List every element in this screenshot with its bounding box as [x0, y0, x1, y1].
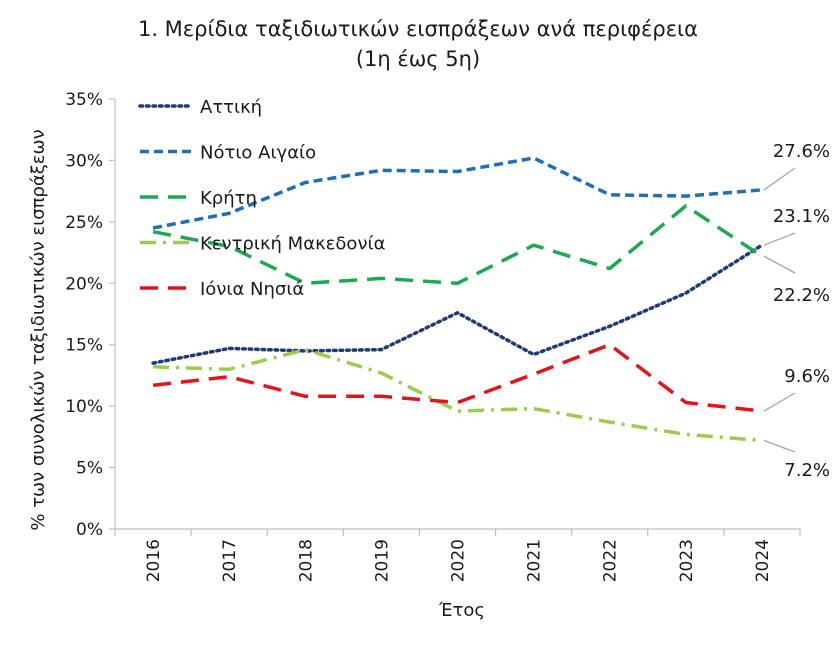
data-label: 7.2% — [784, 460, 830, 481]
series-line — [151, 243, 764, 365]
chart-title-line2: (1η έως 5η) — [356, 47, 480, 71]
callout-leader — [763, 439, 796, 453]
legend-label: Κεντρική Μακεδονία — [200, 234, 385, 255]
data-label: 9.6% — [784, 366, 830, 387]
y-tick-label: 5% — [76, 459, 103, 479]
legend: Αττική Νότιο Αιγαίο Κρήτη Κεντρική Μακεδονί… — [138, 97, 385, 300]
x-tick-label: 2018 — [296, 539, 316, 582]
legend-label: Κρήτη — [200, 188, 257, 209]
x-axis-label: Έτος — [438, 600, 485, 621]
series-lines — [151, 156, 764, 443]
x-tick-label: 2022 — [601, 539, 621, 582]
data-label: 27.6% — [773, 141, 830, 162]
callout-leader — [763, 232, 796, 246]
end-value-callouts: 27.6% 23.1% 22.2% 9.6% 7.2% — [763, 141, 830, 481]
callout-leader — [763, 167, 796, 191]
data-label: 23.1% — [773, 206, 830, 227]
y-axis-label: % των συνολικών ταξιδιωτικών εισπράξεων — [28, 129, 49, 530]
series-line — [152, 342, 763, 413]
legend-label: Νότιο Αιγαίο — [200, 143, 316, 164]
y-tick-label: 0% — [76, 520, 103, 540]
y-tick-label: 35% — [65, 90, 103, 110]
series-line — [152, 156, 763, 230]
x-tick-label: 2020 — [449, 539, 469, 582]
x-tick-label: 2024 — [753, 539, 773, 582]
legend-label: Ιόνια Νησιά — [200, 279, 304, 300]
x-tick-label: 2016 — [144, 539, 164, 582]
callout-leader — [763, 392, 796, 412]
legend-label: Αττική — [200, 97, 262, 118]
y-tick-label: 25% — [65, 213, 103, 233]
y-tick-label: 15% — [65, 336, 103, 356]
x-tick-label: 2019 — [372, 539, 392, 582]
series-line — [152, 204, 763, 286]
x-tick-label: 2023 — [677, 539, 697, 582]
axes: 0% 5% 10% 15% 20% 25% 30% 35% 2016 2017 2018 2019 20… — [65, 90, 801, 582]
callout-leader — [763, 255, 796, 274]
y-tick-label: 10% — [65, 397, 103, 417]
y-tick-label: 30% — [65, 151, 103, 171]
chart-title-line1: 1. Μερίδια ταξιδιωτικών εισπράξεων ανά π… — [138, 17, 698, 41]
y-tick-label: 20% — [65, 274, 103, 294]
x-tick-label: 2017 — [220, 539, 240, 582]
data-label: 22.2% — [773, 285, 830, 306]
x-tick-label: 2021 — [525, 539, 545, 582]
series-line — [153, 347, 763, 443]
